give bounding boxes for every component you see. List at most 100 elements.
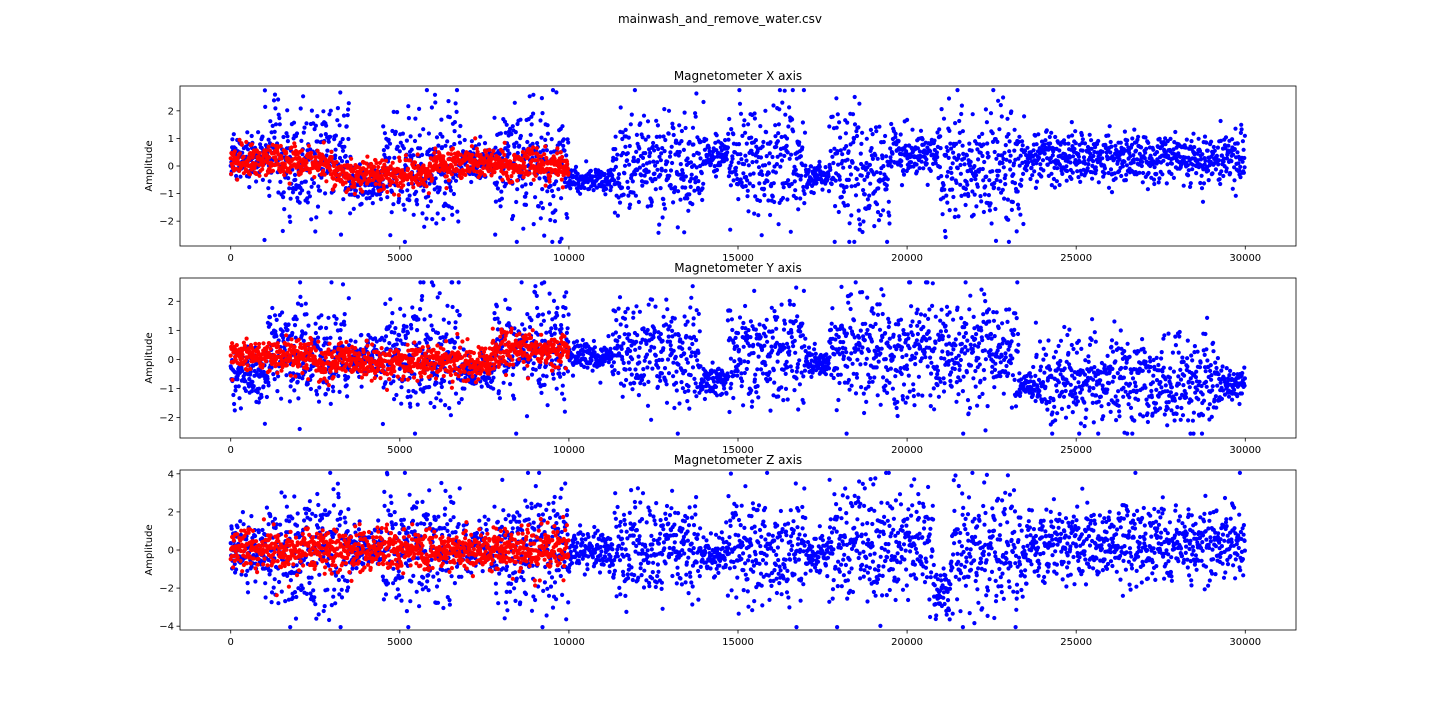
data-point — [415, 402, 420, 407]
data-point — [393, 129, 398, 134]
data-point — [324, 123, 329, 128]
data-point — [392, 330, 397, 335]
data-point — [444, 162, 449, 167]
data-point — [493, 232, 498, 237]
data-point — [415, 328, 420, 333]
data-point — [538, 216, 543, 221]
data-point — [1100, 156, 1105, 161]
data-point — [535, 158, 540, 163]
data-point — [938, 146, 943, 151]
data-point — [412, 431, 418, 436]
data-point — [1006, 239, 1012, 244]
data-point — [1113, 143, 1118, 148]
data-point — [764, 154, 769, 159]
data-point — [1019, 177, 1024, 182]
data-point — [453, 178, 459, 183]
data-point — [1036, 132, 1041, 137]
data-point — [802, 201, 807, 206]
data-point — [412, 372, 417, 377]
data-point — [984, 120, 990, 125]
data-point — [387, 141, 393, 146]
data-point — [728, 183, 734, 188]
data-point — [241, 154, 246, 159]
data-point — [612, 178, 617, 183]
data-point — [1093, 145, 1098, 150]
data-point — [331, 389, 336, 394]
data-point — [449, 205, 454, 210]
data-point — [276, 97, 281, 102]
data-point — [260, 167, 265, 172]
data-point — [568, 186, 573, 191]
data-point — [392, 155, 397, 160]
data-point — [511, 396, 517, 401]
data-point — [430, 176, 435, 181]
data-point — [688, 184, 693, 189]
data-point — [268, 322, 273, 327]
data-point — [982, 159, 987, 165]
data-point — [657, 134, 663, 139]
data-point — [697, 191, 702, 196]
data-point — [337, 336, 343, 341]
data-point — [562, 148, 567, 153]
data-point — [520, 322, 525, 327]
data-point — [530, 158, 535, 163]
data-point — [297, 426, 302, 432]
data-point — [456, 400, 462, 405]
data-point — [512, 144, 517, 149]
data-point — [1201, 181, 1207, 186]
data-point — [830, 114, 835, 119]
data-point — [459, 175, 464, 180]
data-point — [359, 332, 364, 338]
data-point — [981, 209, 987, 215]
data-point — [547, 329, 553, 334]
data-point — [254, 179, 259, 184]
data-point — [288, 384, 293, 389]
data-point — [1124, 142, 1129, 147]
data-point — [346, 136, 351, 142]
data-point — [446, 178, 451, 183]
data-point — [754, 159, 759, 164]
data-point — [443, 143, 448, 148]
y-tick-label: −2 — [159, 217, 174, 228]
data-point — [955, 166, 960, 171]
data-point — [287, 214, 292, 219]
data-point — [231, 132, 236, 137]
data-point — [341, 113, 347, 118]
data-point — [237, 396, 242, 401]
data-point — [977, 134, 982, 139]
data-point — [875, 156, 880, 161]
data-point — [564, 212, 569, 217]
data-point — [557, 239, 562, 244]
data-point — [437, 185, 442, 190]
data-point — [640, 135, 645, 140]
data-point — [479, 384, 484, 389]
data-point — [1123, 178, 1128, 183]
data-point — [1005, 116, 1010, 121]
data-point — [743, 130, 748, 135]
data-point — [1184, 137, 1189, 142]
data-point — [676, 153, 681, 158]
data-point — [1192, 145, 1197, 150]
data-point — [307, 170, 312, 175]
data-point — [714, 133, 719, 138]
data-point — [844, 144, 849, 149]
data-point — [521, 160, 527, 165]
data-point — [521, 175, 526, 180]
data-point — [1061, 138, 1067, 143]
data-point — [771, 103, 776, 108]
data-point — [837, 177, 842, 182]
data-point — [487, 376, 492, 381]
data-point — [613, 134, 618, 139]
data-point — [314, 215, 319, 220]
data-point — [381, 148, 386, 153]
data-point — [441, 154, 446, 159]
data-point — [1229, 159, 1234, 164]
data-point — [290, 377, 296, 382]
data-point — [284, 373, 289, 378]
data-point — [1086, 162, 1091, 167]
data-point — [1025, 145, 1030, 150]
data-point — [295, 301, 301, 306]
data-point — [315, 114, 320, 119]
data-point — [1033, 185, 1038, 190]
data-point — [1048, 141, 1053, 146]
